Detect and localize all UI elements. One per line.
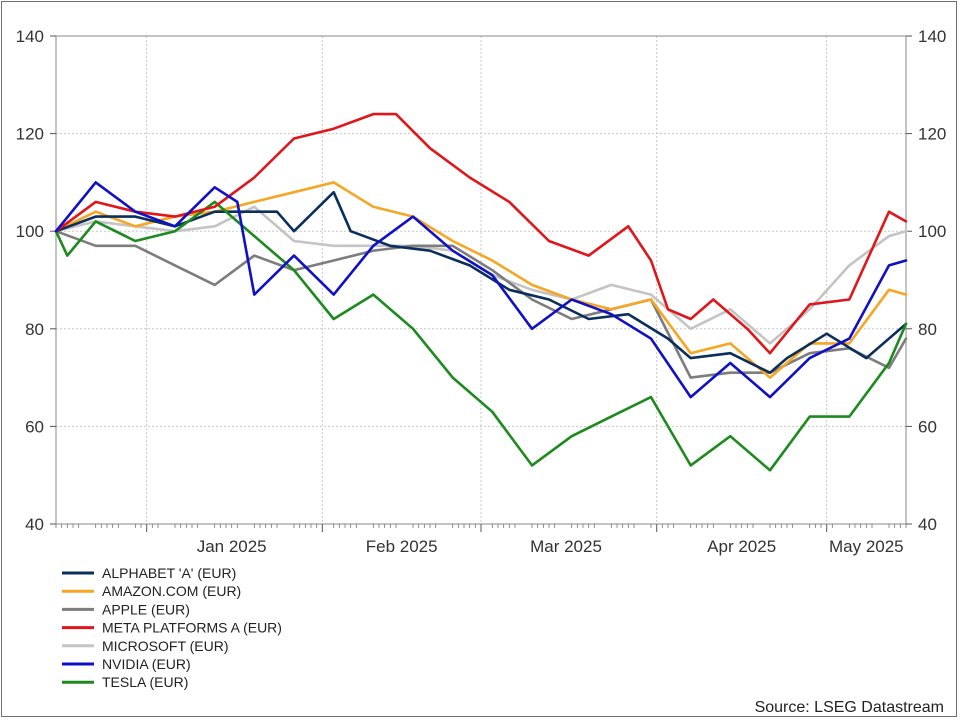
x-tick-label: Jan 2025 (197, 537, 267, 556)
y-tick-label-right: 100 (918, 222, 946, 241)
series-line-amazon-com-eur (54, 181, 908, 379)
y-tick-label-left: 60 (25, 417, 44, 436)
legend-label: NVIDIA (EUR) (102, 656, 191, 672)
y-tick-label-left: 40 (25, 515, 44, 534)
y-tick-label-left: 120 (16, 125, 44, 144)
y-tick-label-left: 140 (16, 27, 44, 46)
series-line-alphabet-a-eur (54, 190, 908, 375)
y-tick-label-left: 80 (25, 320, 44, 339)
x-tick-label: Apr 2025 (707, 537, 776, 556)
series-line-nvidia-eur (54, 181, 908, 399)
source-note: Source: LSEG Datastream (755, 699, 944, 716)
legend-label: AMAZON.COM (EUR) (102, 583, 241, 599)
legend-label: META PLATFORMS A (EUR) (102, 620, 282, 636)
series-line-tesla-eur (54, 200, 908, 472)
y-tick-label-left: 100 (16, 222, 44, 241)
grid-lines (56, 35, 906, 525)
series-line-meta-platforms-a-eur (54, 112, 908, 355)
legend-label: APPLE (EUR) (102, 601, 190, 617)
legend-label: MICROSOFT (EUR) (102, 638, 229, 654)
y-tick-label-right: 140 (918, 27, 946, 46)
x-tick-label: Feb 2025 (366, 537, 438, 556)
series-lines (54, 112, 908, 472)
y-tick-label-right: 120 (918, 125, 946, 144)
y-tick-label-right: 40 (918, 515, 937, 534)
legend-label: TESLA (EUR) (102, 674, 188, 690)
y-tick-label-right: 60 (918, 417, 937, 436)
x-tick-label: May 2025 (829, 537, 904, 556)
y-tick-label-right: 80 (918, 320, 937, 339)
x-tick-label: Mar 2025 (530, 537, 602, 556)
axis-ticks: 40 40 60 60 80 80 100 100 120 120 140 140 Jan 2025 Fe… (16, 27, 947, 556)
legend-label: ALPHABET 'A' (EUR) (102, 565, 236, 581)
series-line-microsoft-eur (54, 205, 908, 345)
legend: ALPHABET 'A' (EUR) AMAZON.COM (EUR) APPLE … (62, 565, 282, 690)
